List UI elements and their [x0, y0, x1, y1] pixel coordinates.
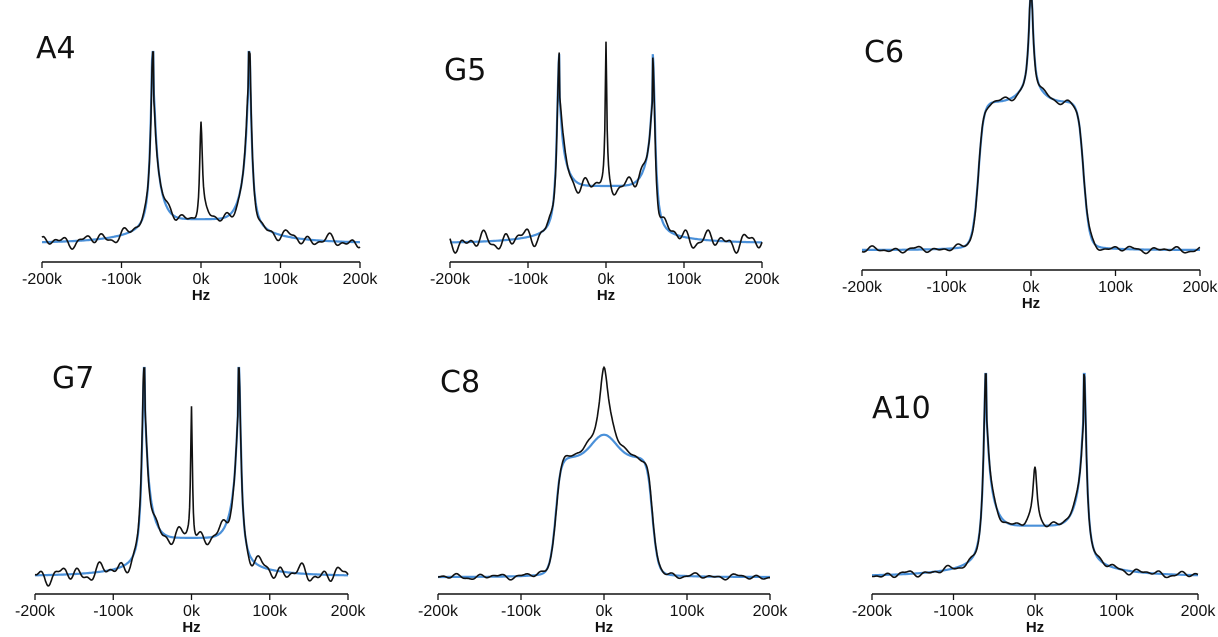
fit-series-line [862, 0, 1200, 251]
x-tick-label: -100k [926, 279, 967, 296]
x-tick-label: 100k [252, 603, 288, 620]
panel-g7: G7 -200k -100k 0k 100k 200k Hz [15, 361, 366, 636]
x-tick-label: 200k [753, 603, 789, 620]
x-axis-title: Hz [182, 619, 200, 636]
fit-series-line [42, 50, 360, 244]
x-tick-label: -100k [933, 603, 974, 620]
x-tick-label: -100k [101, 271, 142, 288]
x-tick-label: -100k [93, 603, 134, 620]
panel-c6: C6 -200k -100k 0k 100k 200k Hz [842, 0, 1218, 312]
panel-a4: A4 -200k -100k 0k 100k 200k Hz [22, 31, 378, 304]
x-tick-label: 100k [263, 271, 299, 288]
panel-c8: C8 -200k -100k 0k 100k 200k Hz [418, 365, 788, 636]
x-tick-label: 0k [1027, 603, 1045, 620]
x-tick-label: 200k [343, 271, 379, 288]
panel-label: G5 [444, 53, 486, 88]
experimental-series-line [34, 367, 349, 587]
x-tick-label: 100k [670, 603, 706, 620]
x-tick-label: 0k [596, 603, 614, 620]
x-axis-title: Hz [1022, 295, 1040, 312]
x-tick-label: 0k [1023, 279, 1041, 296]
x-tick-label: -200k [430, 271, 471, 288]
x-axis-title: Hz [595, 619, 613, 636]
x-axis-title: Hz [597, 287, 615, 304]
panel-label: C8 [440, 365, 480, 400]
experimental-series-line [41, 51, 361, 250]
x-tick-label: -200k [15, 603, 56, 620]
x-tick-label: 200k [1183, 279, 1218, 296]
x-tick-label: 0k [193, 271, 211, 288]
x-tick-label: -200k [418, 603, 459, 620]
panel-label: A4 [36, 31, 76, 66]
fit-series-line [438, 433, 770, 579]
x-tick-label: -200k [852, 603, 893, 620]
panel-a10: A10 -200k -100k 0k 100k 200k Hz [852, 372, 1217, 636]
x-axis-title: Hz [192, 287, 210, 304]
x-tick-label: 0k [183, 603, 201, 620]
panel-g5: G5 -200k -100k 0k 100k 200k Hz [430, 41, 781, 304]
x-tick-label: -100k [501, 603, 542, 620]
x-tick-label: -200k [842, 279, 883, 296]
x-tick-label: 200k [1181, 603, 1217, 620]
x-tick-label: 100k [1099, 603, 1135, 620]
panel-label: A10 [872, 391, 931, 426]
x-tick-label: 100k [667, 271, 703, 288]
panel-label: C6 [864, 35, 904, 70]
experimental-series-line [449, 41, 763, 255]
experimental-series-line [438, 365, 770, 581]
x-tick-label: 100k [1098, 279, 1134, 296]
experimental-series-line [861, 0, 1201, 255]
x-tick-label: 0k [598, 271, 616, 288]
fit-series-line [35, 366, 348, 577]
x-axis-title: Hz [1026, 619, 1044, 636]
x-tick-label: -200k [22, 271, 63, 288]
x-tick-label: -100k [508, 271, 549, 288]
x-tick-label: 200k [745, 271, 781, 288]
panel-label: G7 [52, 361, 94, 396]
x-tick-label: 200k [331, 603, 367, 620]
experimental-series-line [872, 373, 1199, 579]
